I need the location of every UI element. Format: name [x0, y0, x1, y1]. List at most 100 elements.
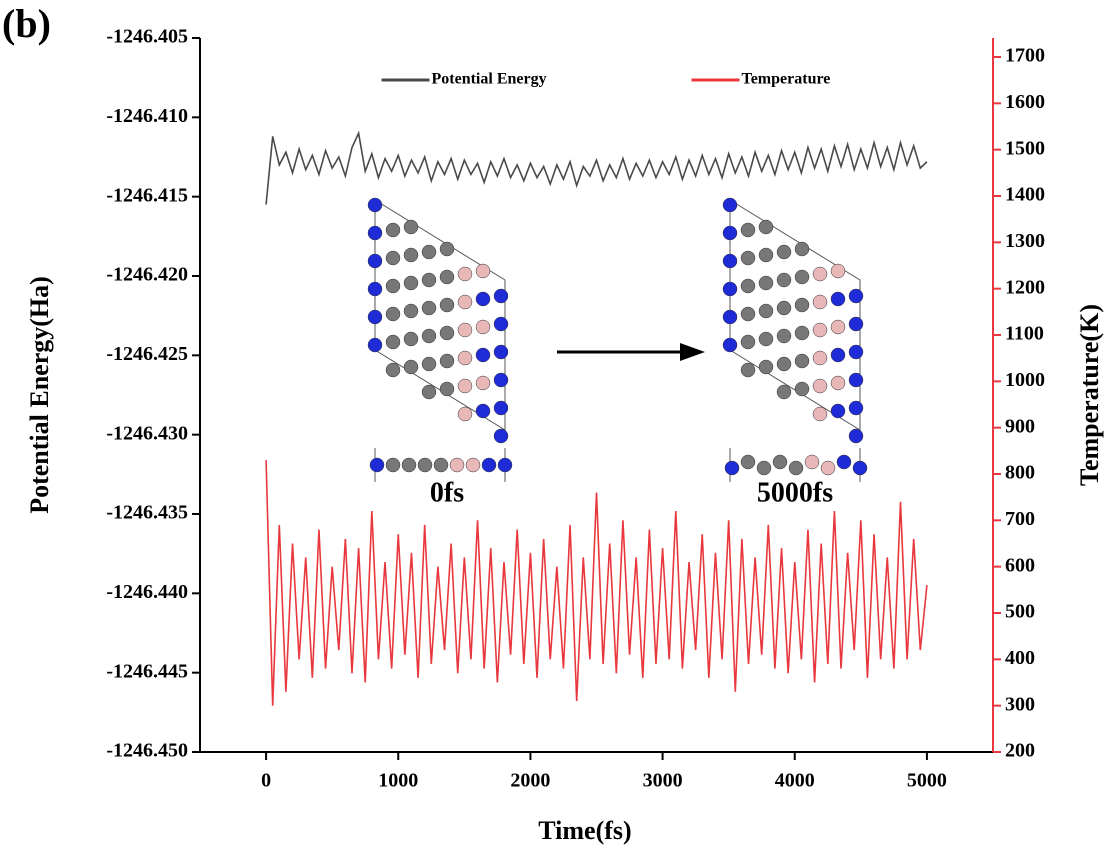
x-tick-label: 1000 — [378, 770, 418, 792]
atom — [403, 247, 419, 263]
atom — [740, 278, 756, 294]
y2-axis-label: Temperature(K) — [1075, 304, 1104, 486]
atom — [439, 381, 455, 397]
arrow-head — [680, 343, 705, 361]
y-tick-label: -1246.410 — [106, 105, 188, 127]
atom — [493, 372, 509, 388]
atom — [457, 294, 473, 310]
atom — [722, 225, 738, 241]
atom — [367, 197, 383, 213]
y-tick-label: -1246.420 — [106, 264, 188, 286]
atom — [756, 460, 772, 476]
atom — [433, 457, 449, 473]
atom — [848, 316, 864, 332]
atom — [385, 306, 401, 322]
y-tick-label: -1246.450 — [106, 740, 188, 762]
x-tick-label: 2000 — [510, 770, 550, 792]
atom — [794, 269, 810, 285]
atom — [740, 250, 756, 266]
atom — [740, 334, 756, 350]
atom — [475, 291, 491, 307]
atom — [836, 454, 852, 470]
atom — [776, 384, 792, 400]
atom — [403, 275, 419, 291]
atom — [421, 384, 437, 400]
y2-tick-label: 1700 — [1005, 45, 1045, 67]
atom — [497, 457, 513, 473]
atom — [848, 428, 864, 444]
atom — [852, 460, 868, 476]
atom — [830, 263, 846, 279]
atom — [457, 322, 473, 338]
atom — [475, 375, 491, 391]
atom — [722, 309, 738, 325]
y2-tick-label: 1100 — [1005, 323, 1044, 345]
annotation: 5000fs — [757, 477, 833, 508]
atom — [830, 403, 846, 419]
x-tick-label: 4000 — [775, 770, 815, 792]
y2-tick-label: 1400 — [1005, 184, 1045, 206]
atom — [385, 278, 401, 294]
series-line — [265, 460, 928, 706]
atom — [401, 457, 417, 473]
atom — [758, 359, 774, 375]
atom — [475, 319, 491, 335]
atom — [722, 253, 738, 269]
x-tick-label: 0 — [261, 770, 271, 792]
atom — [417, 457, 433, 473]
y-tick-label: -1246.445 — [106, 660, 188, 682]
atom — [812, 322, 828, 338]
series-line — [265, 130, 928, 205]
atom — [812, 378, 828, 394]
structure-insets — [367, 197, 868, 482]
atom — [758, 331, 774, 347]
y-tick-label: -1246.430 — [106, 422, 188, 444]
atom — [493, 400, 509, 416]
y2-tick-label: 1500 — [1005, 137, 1045, 159]
atom — [385, 362, 401, 378]
atom — [421, 356, 437, 372]
atom — [481, 457, 497, 473]
atom — [758, 247, 774, 263]
x-tick-label: 5000 — [907, 770, 947, 792]
atom — [812, 406, 828, 422]
atom — [722, 281, 738, 297]
y-tick-label: -1246.440 — [106, 581, 188, 603]
atom — [830, 375, 846, 391]
atom — [421, 300, 437, 316]
atom — [794, 241, 810, 257]
y2-tick-label: 200 — [1005, 740, 1035, 762]
atom — [812, 294, 828, 310]
y2-tick-label: 300 — [1005, 693, 1035, 715]
y2-tick-label: 1000 — [1005, 369, 1045, 391]
atom — [493, 344, 509, 360]
atom — [439, 297, 455, 313]
atom — [367, 309, 383, 325]
atom — [457, 406, 473, 422]
legend-label: Temperature — [742, 71, 831, 88]
atom — [385, 250, 401, 266]
y2-tick-label: 500 — [1005, 601, 1035, 623]
atom — [403, 219, 419, 235]
atom — [794, 353, 810, 369]
atom — [848, 372, 864, 388]
atom — [493, 428, 509, 444]
atom — [385, 222, 401, 238]
atom — [475, 403, 491, 419]
y2-tick-label: 1300 — [1005, 230, 1045, 252]
atom — [403, 331, 419, 347]
legend-label: Potential Energy — [432, 71, 547, 88]
atom — [493, 316, 509, 332]
atom — [449, 457, 465, 473]
atom — [421, 328, 437, 344]
atom — [776, 300, 792, 316]
atom — [848, 288, 864, 304]
atom — [772, 454, 788, 470]
atom — [421, 272, 437, 288]
y-tick-label: -1246.435 — [106, 502, 188, 524]
atom — [403, 303, 419, 319]
atom — [776, 244, 792, 260]
atom — [740, 222, 756, 238]
atom — [804, 454, 820, 470]
atom — [812, 266, 828, 282]
